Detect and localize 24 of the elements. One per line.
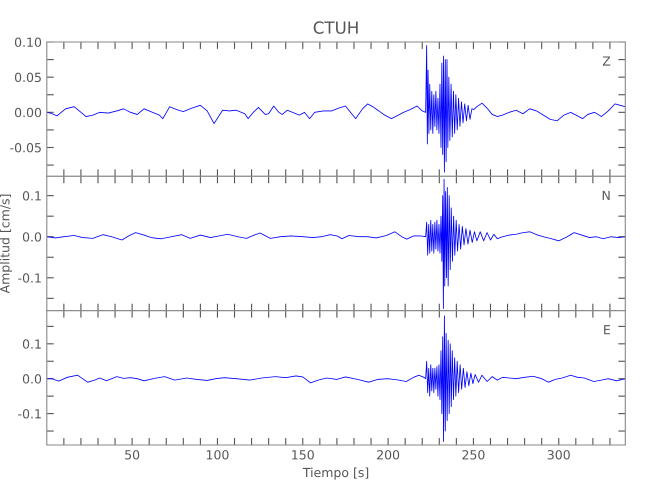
y-tick-label: 0.1 — [22, 191, 41, 201]
x-axis-title: Tiempo [s] — [302, 468, 368, 480]
annotation: E — [604, 325, 610, 334]
x-tick-label: 100 — [206, 450, 229, 460]
y-tick-label: -0.1 — [18, 273, 41, 283]
annotation: Z — [602, 56, 610, 66]
y-tick-label: 0.0 — [22, 374, 42, 384]
x-tick-label: 50 — [125, 450, 140, 460]
y-axis-title: Amplitud [cm/s] — [0, 194, 12, 294]
x-tick-label: 150 — [292, 450, 314, 460]
y-tick-label: 0.00 — [14, 108, 42, 118]
annotation: N — [602, 190, 610, 200]
y-tick-label: 0.1 — [22, 339, 41, 349]
y-tick-label: 0.10 — [14, 37, 42, 47]
line-series — [46, 315, 626, 442]
y-tick-label: -0.1 — [18, 409, 41, 419]
x-tick-label: 250 — [462, 450, 485, 460]
x-tick-label: 300 — [548, 450, 570, 460]
y-tick-label: 0.0 — [22, 232, 42, 242]
line-series — [46, 45, 626, 173]
y-tick-label: 0.05 — [14, 72, 41, 82]
y-tick-label: -0.05 — [10, 142, 41, 152]
chart-title: CTUH — [314, 21, 358, 34]
x-tick-label: 200 — [377, 450, 400, 460]
